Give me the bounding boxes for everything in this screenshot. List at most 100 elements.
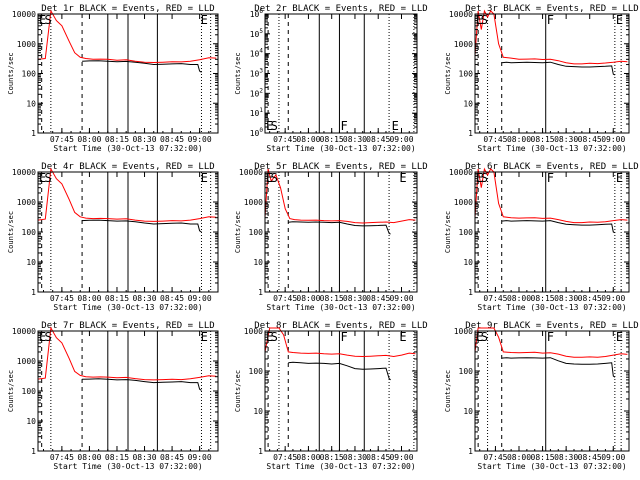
y-tick-label: 101 <box>250 107 264 118</box>
y-tick-label: 1 <box>258 447 263 456</box>
x-tick-label: 09:00 <box>601 453 625 462</box>
lld-series-line <box>474 167 628 224</box>
plot-frame <box>474 330 630 452</box>
y-tick-label: 10000 <box>12 168 36 177</box>
lld-series-line <box>264 327 416 358</box>
panel-8: Det 8r BLACK = Events, RED = LLD 1 10 100 10… <box>234 321 428 471</box>
x-tick-label: 08:15 <box>531 135 555 144</box>
x-tick-label: 07:45 <box>483 294 507 303</box>
state-marker-letter: E <box>392 119 399 133</box>
x-axis-label: Start Time (30-Oct-13 07:32:00) <box>53 144 202 153</box>
plot-frame <box>474 171 630 293</box>
state-marker-letter: S <box>45 171 52 185</box>
y-tick-exponent: 0 <box>259 127 263 134</box>
y-axis-label: Counts/sec <box>7 211 15 253</box>
x-tick-label: 08:30 <box>343 453 367 462</box>
panel-5: Det 5r BLACK = Events, RED = LLD 1 10 100 10… <box>234 162 428 312</box>
y-tick-label: 10 <box>463 258 473 267</box>
state-marker-letter: S <box>271 171 278 185</box>
x-tick-label: 08:15 <box>320 135 344 144</box>
x-tick-label: 08:45 <box>160 294 184 303</box>
y-tick-label: 100 <box>22 228 37 237</box>
y-tick-exponent: 6 <box>259 8 263 15</box>
y-axis-label: Counts/sec <box>234 370 242 412</box>
y-tick-label: 10000 <box>449 10 473 19</box>
x-tick-label: 09:00 <box>601 294 625 303</box>
y-tick-label: 106 <box>250 8 264 19</box>
x-axis-label: Start Time (30-Oct-13 07:32:00) <box>477 144 626 153</box>
state-marker-letter: E <box>476 330 483 344</box>
x-tick-label: 07:45 <box>483 135 507 144</box>
events-series-line <box>288 221 391 235</box>
x-axis-label: Start Time (30-Oct-13 07:32:00) <box>53 462 202 471</box>
state-marker-letter: E <box>266 171 273 185</box>
state-marker-letter: S <box>481 13 488 27</box>
events-series-line <box>82 219 202 233</box>
y-tick-label: 10000 <box>449 168 473 177</box>
x-tick-label: 08:45 <box>160 135 184 144</box>
x-tick-label: 08:45 <box>578 453 602 462</box>
x-axis-label: Start Time (30-Oct-13 07:32:00) <box>53 303 202 312</box>
state-marker-letter: E <box>39 330 46 344</box>
panel-title: Det 3r BLACK = Events, RED = LLD <box>465 4 638 14</box>
y-tick-label: 1 <box>31 129 36 138</box>
y-tick-exponent: 4 <box>259 48 263 55</box>
y-tick-label: 10 <box>26 99 36 108</box>
x-tick-label: 09:00 <box>389 453 413 462</box>
y-tick-exponent: 2 <box>259 87 263 94</box>
x-tick-label: 08:30 <box>343 135 367 144</box>
x-axis-label: Start Time (30-Oct-13 07:32:00) <box>266 462 415 471</box>
state-marker-letter: E <box>39 171 46 185</box>
panel-title: Det 2r BLACK = Events, RED = LLD <box>254 4 427 14</box>
state-marker-letter: S <box>271 330 278 344</box>
events-series-line <box>501 61 616 76</box>
plot-frame <box>264 330 418 452</box>
y-tick-label: 1000 <box>17 357 36 366</box>
x-tick-label: 08:45 <box>160 453 184 462</box>
x-tick-label: 09:00 <box>188 135 212 144</box>
events-series-line <box>82 378 202 391</box>
x-tick-label: 09:00 <box>389 135 413 144</box>
y-tick-label: 100 <box>459 70 474 79</box>
state-marker-letter: S <box>271 119 278 133</box>
x-tick-label: 09:00 <box>389 294 413 303</box>
y-tick-label: 10000 <box>12 327 36 336</box>
x-tick-label: 07:45 <box>273 453 297 462</box>
y-tick-label: 10 <box>253 407 263 416</box>
x-tick-label: 08:15 <box>105 453 129 462</box>
plot-frame <box>474 13 630 134</box>
events-series-line <box>501 220 616 234</box>
state-marker-letter: F <box>340 330 347 344</box>
x-tick-label: 08:00 <box>296 453 320 462</box>
panel-4: Det 4r BLACK = Events, RED = LLD 1 10 100 10… <box>7 162 219 312</box>
y-tick-exponent: 5 <box>259 28 263 35</box>
y-tick-label: 1 <box>31 447 36 456</box>
panel-title: Det 5r BLACK = Events, RED = LLD <box>254 162 427 172</box>
y-tick-label: 100 <box>22 70 37 79</box>
y-axis-label: Counts/sec <box>7 52 15 94</box>
x-tick-label: 09:00 <box>188 453 212 462</box>
y-tick-label: 1 <box>468 129 473 138</box>
x-tick-label: 08:00 <box>507 294 531 303</box>
x-tick-label: 07:45 <box>483 453 507 462</box>
y-axis-label: Counts/sec <box>234 211 242 253</box>
x-tick-label: 08:30 <box>554 294 578 303</box>
x-tick-label: 08:45 <box>366 453 390 462</box>
y-tick-label: 10000 <box>12 10 36 19</box>
y-tick-exponent: 1 <box>259 107 263 114</box>
panel-6: Det 6r BLACK = Events, RED = LLD 1 10 100 10… <box>444 162 639 312</box>
state-marker-letter: F <box>547 171 554 185</box>
state-marker-letter: F <box>340 119 347 133</box>
state-marker-letter: S <box>481 330 488 344</box>
panel-7: Det 7r BLACK = Events, RED = LLD 1 10 100 10… <box>7 321 219 471</box>
x-tick-label: 08:00 <box>507 135 531 144</box>
state-marker-letter: E <box>201 171 208 185</box>
x-tick-label: 08:45 <box>366 135 390 144</box>
y-tick-label: 10 <box>26 258 36 267</box>
y-tick-label: 1 <box>468 447 473 456</box>
x-tick-label: 08:30 <box>132 135 156 144</box>
x-tick-label: 07:45 <box>50 294 74 303</box>
x-tick-label: 08:00 <box>296 135 320 144</box>
y-tick-label: 104 <box>250 48 264 59</box>
x-tick-label: 08:30 <box>343 294 367 303</box>
